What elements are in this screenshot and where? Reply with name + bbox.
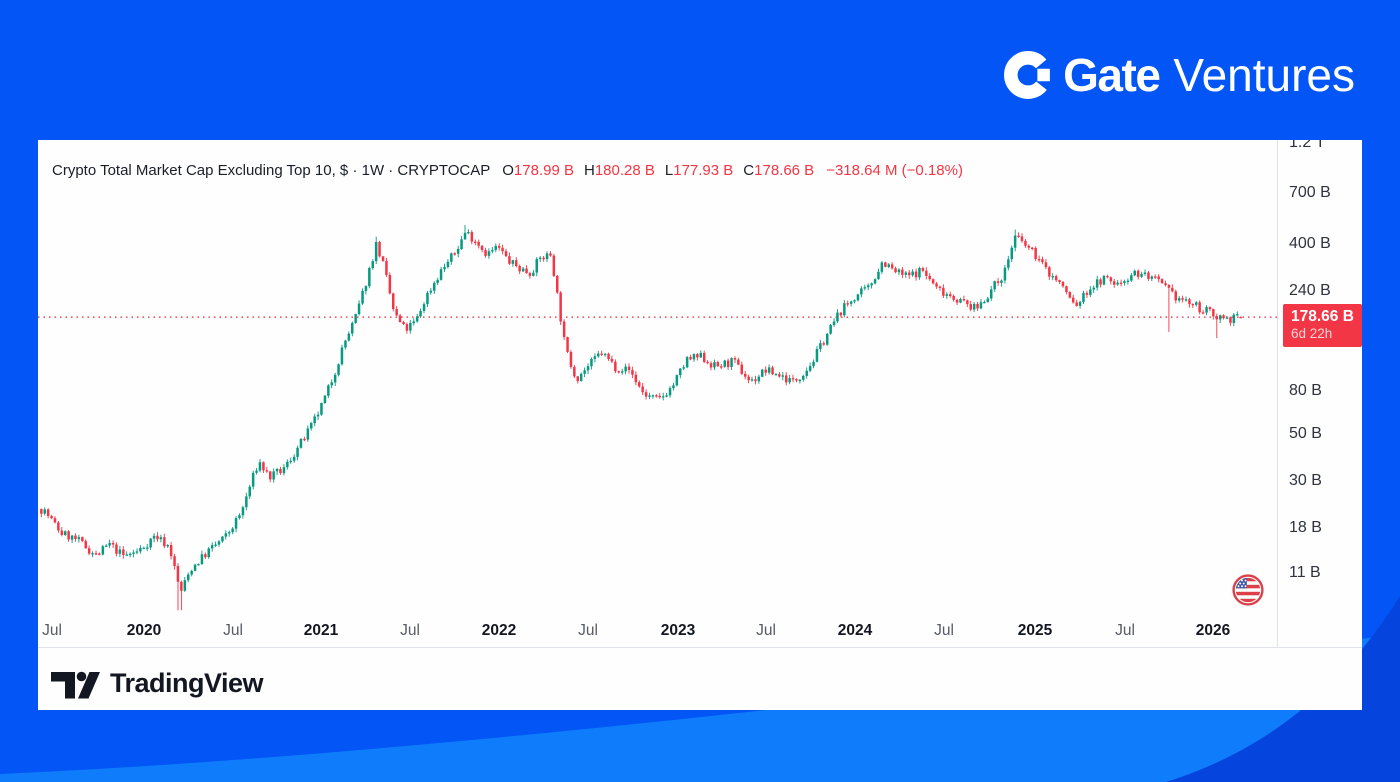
badge-price: 178.66 B	[1291, 308, 1354, 326]
time-tick: Jul	[578, 622, 598, 639]
candlestick-chart[interactable]	[38, 140, 1277, 647]
time-tick: 2022	[481, 622, 517, 639]
us-flag-icon	[1232, 574, 1264, 606]
ohlc-item: L177.93 B	[664, 161, 734, 179]
time-tick: 2025	[1017, 622, 1053, 639]
price-axis-border	[1277, 140, 1278, 647]
price-axis[interactable]: 178.66 B 6d 22h 1.2 T 700 B 400 B 240 B 80 B…	[1283, 140, 1362, 647]
time-tick: Jul	[223, 622, 243, 639]
time-axis-separator	[38, 647, 1362, 648]
price-tick: 240 B	[1289, 281, 1331, 299]
chart-card: Crypto Total Market Cap Excluding Top 10…	[38, 140, 1362, 710]
chart-title[interactable]: Crypto Total Market Cap Excluding Top 10…	[52, 161, 491, 179]
time-tick: Jul	[42, 622, 62, 639]
brand-name-bold: Gate	[1063, 49, 1161, 101]
ohlc-item: H180.28 B	[583, 161, 655, 179]
price-tick: 18 B	[1289, 518, 1322, 536]
ohlc-row: O178.99 B H180.28 B L177.93 B C178.66 B	[502, 162, 824, 179]
tradingview-icon	[51, 671, 100, 699]
change-value: −318.64 M (−0.18%)	[826, 161, 963, 179]
time-tick: 2023	[660, 622, 696, 639]
gate-logo-icon	[1004, 51, 1053, 99]
badge-countdown: 6d 22h	[1291, 326, 1333, 342]
time-axis[interactable]: Jul 2020 Jul 2021 Jul 2022 Jul 2023 Jul 2024 Jul 20…	[38, 622, 1277, 646]
time-tick: Jul	[934, 622, 954, 639]
price-tick: 700 B	[1289, 183, 1331, 201]
tradingview-logo[interactable]: TradingView	[51, 664, 264, 702]
price-tick: 80 B	[1289, 382, 1322, 400]
time-tick: Jul	[400, 622, 420, 639]
ohlc-item: C178.66 B	[743, 161, 815, 179]
time-tick: 2026	[1195, 622, 1231, 639]
time-tick: 2020	[126, 622, 162, 639]
price-tick: 30 B	[1289, 472, 1322, 490]
tradingview-label: TradingView	[110, 667, 264, 698]
chart-header: Crypto Total Market Cap Excluding Top 10…	[52, 160, 963, 180]
time-tick: Jul	[756, 622, 776, 639]
price-tick: 400 B	[1289, 234, 1331, 252]
brand-logo: Gate Ventures	[1003, 48, 1355, 102]
time-tick: 2024	[837, 622, 873, 639]
time-tick: Jul	[1115, 622, 1135, 639]
price-tick: 50 B	[1289, 425, 1322, 443]
time-tick: 2021	[303, 622, 339, 639]
price-tick: 11 B	[1289, 564, 1321, 582]
ohlc-item: O178.99 B	[502, 161, 574, 179]
last-price-badge: 178.66 B 6d 22h	[1283, 304, 1362, 348]
price-tick: 1.2 T	[1289, 140, 1326, 152]
brand-name-light: Ventures	[1173, 49, 1355, 101]
